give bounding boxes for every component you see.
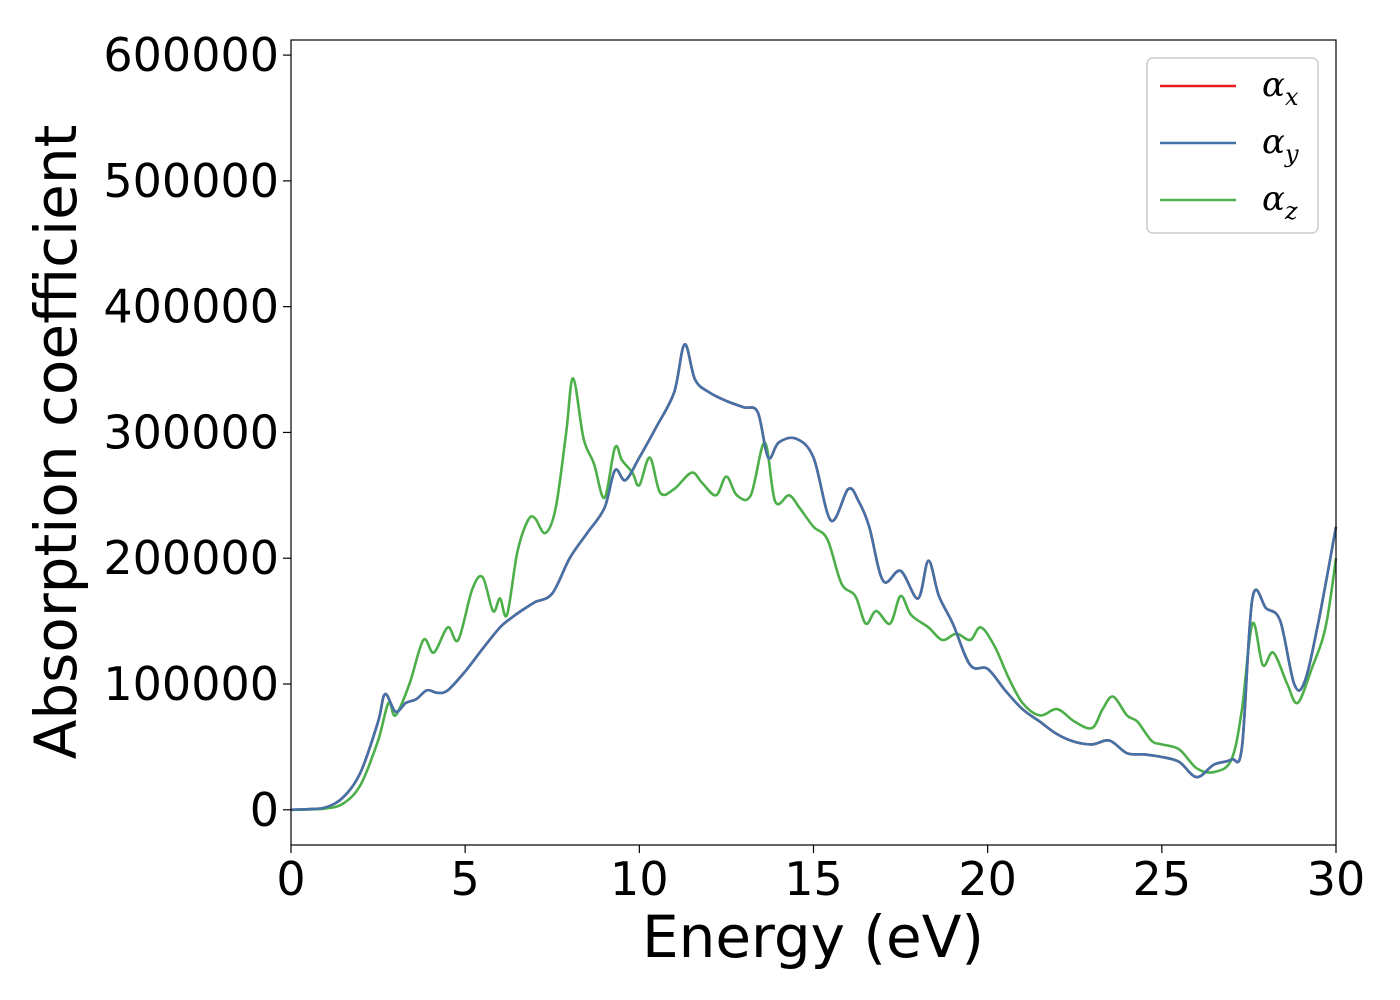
legend-label-x: αx: [1262, 65, 1299, 111]
x-tick-label: 15: [784, 852, 843, 906]
x-tick-label: 0: [276, 852, 305, 906]
y-tick-label: 200000: [103, 531, 279, 585]
x-tick-label: 10: [610, 852, 669, 906]
series-layer: [290, 343, 1338, 812]
legend: αx αy αz: [1146, 57, 1319, 234]
legend-box: [1146, 57, 1319, 234]
x-axis-title: Energy (eV): [642, 903, 984, 971]
x-tick-label: 20: [958, 852, 1017, 906]
y-tick-label: 500000: [103, 154, 279, 208]
x-axis: 0 5 10 15 20 25 30: [276, 845, 1365, 906]
y-axis: 0 100000 200000 300000 400000 500000 600000: [103, 28, 291, 837]
y-tick-label: 0: [250, 783, 279, 837]
legend-label-y: αy: [1262, 122, 1299, 168]
y-tick-label: 300000: [103, 405, 279, 459]
series-line-y: [290, 343, 1338, 812]
y-tick-label: 600000: [103, 28, 279, 82]
series-line-z: [290, 377, 1338, 812]
y-tick-label: 400000: [103, 280, 279, 334]
legend-label-z: αz: [1262, 179, 1298, 225]
x-tick-label: 5: [451, 852, 480, 906]
y-tick-label: 100000: [103, 657, 279, 711]
y-axis-title: Absorption coefficient: [22, 125, 90, 760]
x-tick-label: 30: [1307, 852, 1366, 906]
x-tick-label: 25: [1133, 852, 1192, 906]
